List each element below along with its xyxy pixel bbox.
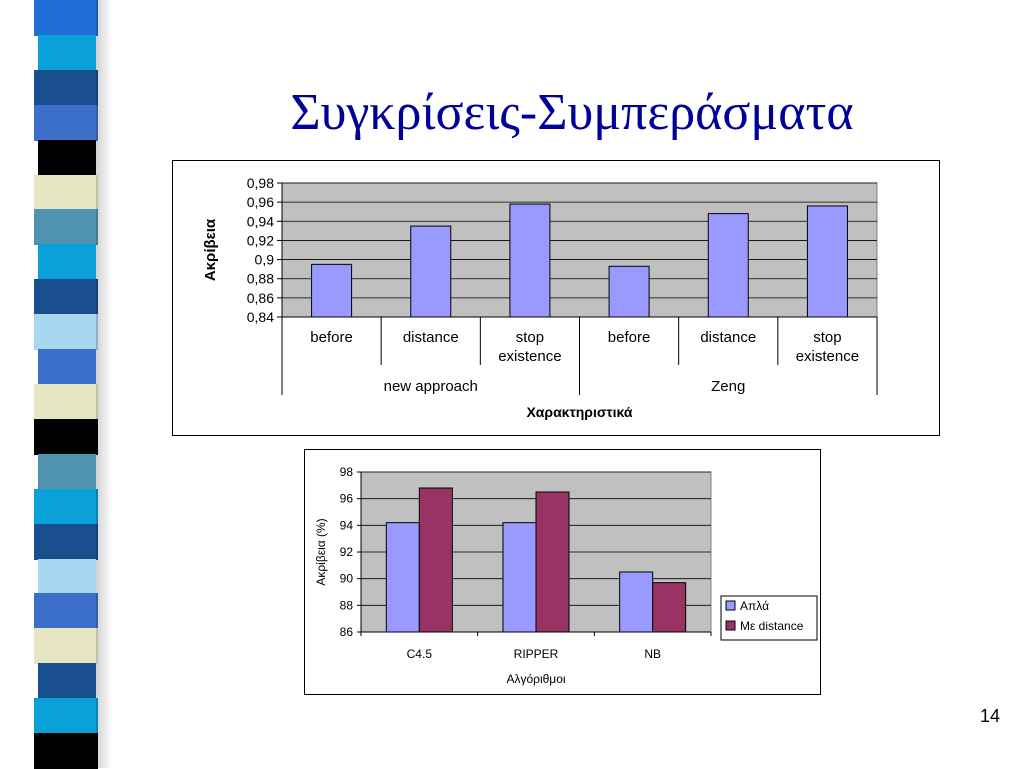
y-tick-label: 98 bbox=[340, 465, 354, 479]
stripe-segment bbox=[38, 558, 96, 595]
x-tick-label: existence bbox=[796, 348, 859, 365]
accuracy-algorithms-chart-svg: 86 88 90 92 94 96 98 C4.5 RIPPER NB Αλγόριθμοι Ακρί… bbox=[314, 465, 818, 686]
accuracy-features-chart: 0,84 0,86 0,88 0,9 0,92 0,94 0,96 0,98 before dis… bbox=[172, 160, 940, 436]
bar bbox=[509, 203, 551, 318]
y-axis-title: Ακρίβεια bbox=[202, 218, 219, 281]
x-tick-label: before bbox=[310, 329, 353, 346]
y-tick-label: 0,88 bbox=[247, 271, 274, 287]
stripe-segment bbox=[34, 593, 98, 630]
stripe-shadow bbox=[96, 0, 112, 768]
bar bbox=[619, 571, 654, 633]
x-axis-title: Αλγόριθμοι bbox=[506, 672, 565, 686]
y-tick-label: 0,92 bbox=[247, 232, 274, 248]
x-tick-label: C4.5 bbox=[407, 647, 433, 661]
y-tick-label: 0,96 bbox=[247, 194, 274, 210]
x-tick-label: before bbox=[608, 329, 651, 346]
stripe-segment bbox=[34, 628, 98, 665]
bar bbox=[806, 205, 848, 318]
bar bbox=[652, 582, 687, 633]
x-tick-label: RIPPER bbox=[514, 647, 559, 661]
y-tick-label: 92 bbox=[340, 545, 354, 559]
x-tick-label: distance bbox=[403, 329, 459, 346]
y-tick-label: 0,9 bbox=[255, 252, 275, 268]
page-number: 14 bbox=[979, 706, 1000, 726]
y-tick-label: 86 bbox=[340, 625, 354, 639]
stripe-segment bbox=[38, 349, 96, 385]
stripe-segment bbox=[34, 384, 98, 420]
accuracy-features-chart-svg: 0,84 0,86 0,88 0,9 0,92 0,94 0,96 0,98 before dis… bbox=[202, 175, 878, 420]
x-tick-label: distance bbox=[700, 329, 756, 346]
stripe-segment bbox=[34, 279, 98, 316]
x-tick-label: stop bbox=[813, 329, 841, 346]
x-tick-label: existence bbox=[498, 348, 561, 365]
stripe-segment bbox=[34, 0, 98, 36]
stripe-segment bbox=[38, 663, 96, 700]
y-tick-label: 0,86 bbox=[247, 290, 274, 306]
stripe-segment bbox=[34, 174, 98, 211]
stripe-segment bbox=[38, 34, 96, 71]
x-tick-label: NB bbox=[644, 647, 661, 661]
stripe-segment bbox=[34, 104, 98, 141]
legend-swatch bbox=[725, 600, 736, 611]
bar bbox=[502, 522, 537, 633]
group-label: Zeng bbox=[711, 378, 745, 395]
stripe-segment bbox=[34, 488, 98, 525]
bar bbox=[410, 225, 452, 318]
accuracy-algorithms-chart: 86 88 90 92 94 96 98 C4.5 RIPPER NB Αλγόριθμοι Ακρί… bbox=[304, 449, 821, 695]
bar bbox=[535, 491, 570, 633]
bar bbox=[418, 487, 453, 633]
y-tick-label: 0,84 bbox=[247, 309, 274, 325]
legend-label: Απλά bbox=[740, 599, 769, 613]
y-tick-label: 0,98 bbox=[247, 175, 274, 191]
decorative-stripe bbox=[0, 0, 112, 769]
stripe-segment bbox=[38, 139, 96, 176]
bar bbox=[311, 263, 353, 318]
stripe-segment bbox=[34, 523, 98, 560]
y-axis-title: Ακρίβεια (%) bbox=[314, 518, 328, 585]
legend-box bbox=[720, 595, 818, 641]
group-label: new approach bbox=[384, 378, 478, 395]
stripe-segment bbox=[38, 244, 96, 281]
x-axis-title: Χαρακτηριστικά bbox=[526, 404, 632, 420]
bar bbox=[707, 213, 749, 318]
bar bbox=[385, 522, 420, 633]
x-tick-label: stop bbox=[516, 329, 544, 346]
y-tick-label: 94 bbox=[340, 518, 354, 532]
y-tick-label: 96 bbox=[340, 492, 354, 506]
y-tick-label: 90 bbox=[340, 572, 354, 586]
slide-title: Συγκρίσεις-Συμπεράσματα bbox=[290, 84, 854, 141]
plot-area bbox=[281, 182, 878, 318]
stripe-segment bbox=[34, 733, 98, 769]
stripe-segment bbox=[34, 69, 98, 106]
legend-label: Με distance bbox=[740, 619, 804, 633]
stripe-segment bbox=[34, 418, 98, 455]
y-tick-label: 0,94 bbox=[247, 213, 274, 229]
stripe-segment bbox=[34, 314, 98, 351]
stripe-segment bbox=[34, 209, 98, 246]
y-tick-label: 88 bbox=[340, 598, 354, 612]
stripe-segment bbox=[34, 698, 98, 735]
stripe-segment bbox=[38, 453, 96, 490]
bar bbox=[608, 265, 650, 318]
legend-swatch bbox=[725, 620, 736, 631]
